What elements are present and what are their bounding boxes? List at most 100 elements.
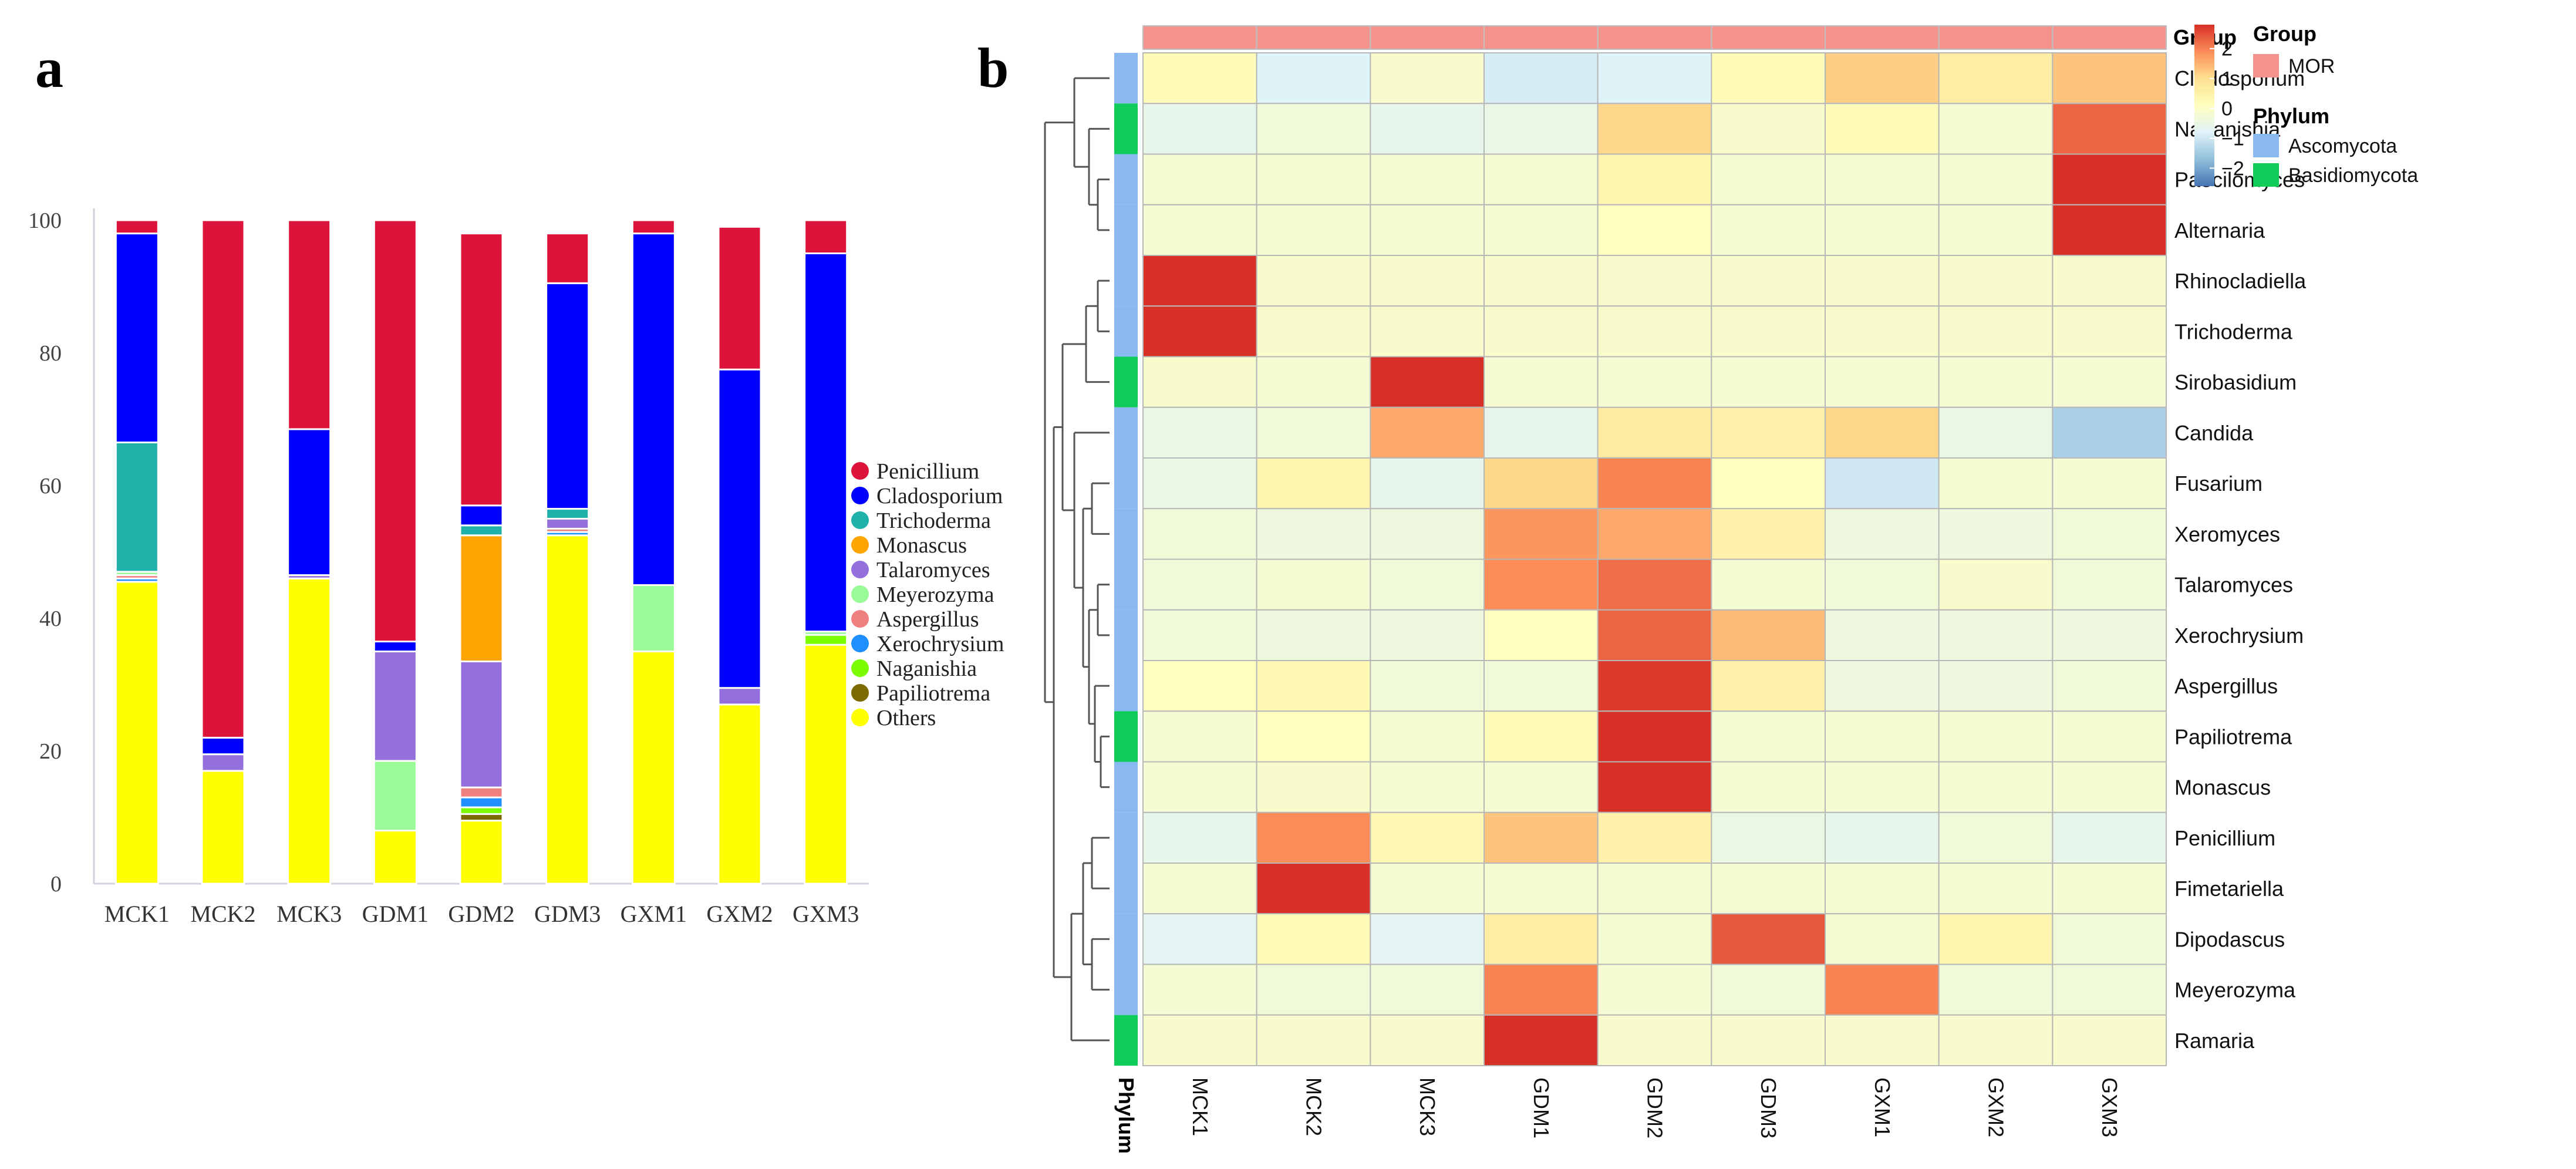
stacked-bar-chart: 0 20 40 60 80 100 MCK1 MCK2 MCK3 GDM1 GDM2 GDM3 GXM1… bbox=[28, 208, 1004, 927]
bar-segment-talaromyces bbox=[545, 518, 590, 530]
heatmap-cell bbox=[1938, 305, 2054, 358]
heatmap-cell bbox=[1597, 204, 1712, 256]
x-tick-label: GXM2 bbox=[706, 901, 773, 927]
colorbar-tick-label: −2 bbox=[2221, 157, 2244, 180]
row-label: Monascus bbox=[2174, 776, 2271, 800]
heatmap-cell bbox=[2052, 558, 2167, 611]
heatmap-cell bbox=[1938, 863, 2054, 915]
heatmap-cell bbox=[1483, 863, 1599, 915]
heatmap-cell bbox=[1597, 255, 1712, 307]
heatmap-cell bbox=[1825, 508, 1940, 560]
heatmap-cell bbox=[1825, 457, 1940, 510]
phylum-annotation-cell bbox=[1114, 458, 1138, 509]
heatmap-chart: GroupCladosporiumNaganishiaPaecilomycesA… bbox=[1044, 22, 2418, 1154]
legend-swatch-trichoderma bbox=[851, 511, 869, 529]
heatmap-cell bbox=[1711, 153, 1826, 205]
heatmap-cell bbox=[1938, 558, 2054, 611]
heatmap-cell bbox=[2052, 406, 2167, 459]
bar-segment-aspergillus bbox=[459, 786, 504, 799]
heatmap-cell bbox=[1370, 609, 1485, 661]
heatmap-cell bbox=[1825, 811, 1940, 864]
heatmap-cell bbox=[1142, 52, 1257, 105]
y-tick-label: 20 bbox=[39, 739, 62, 764]
heatmap-cell bbox=[1370, 508, 1485, 560]
bar-segment-trichoderma bbox=[545, 508, 590, 520]
heatmap-cell bbox=[1256, 811, 1371, 864]
heatmap-cell bbox=[1711, 508, 1826, 560]
phylum-annotation-cell bbox=[1114, 103, 1138, 154]
bar-segment-penicillium bbox=[804, 219, 848, 254]
heatmap-cell bbox=[1597, 52, 1712, 105]
heatmap-cell bbox=[1825, 913, 1940, 965]
heatmap-cell bbox=[1142, 558, 1257, 611]
heatmap-cell bbox=[1825, 660, 1940, 712]
row-label: Penicillium bbox=[2174, 826, 2275, 850]
heatmap-cell bbox=[1938, 204, 2054, 256]
phylum-annotation-cell bbox=[1114, 711, 1138, 762]
heatmap-cell bbox=[1711, 52, 1826, 105]
bar-segment-cladosporium bbox=[114, 233, 159, 444]
heatmap-cell bbox=[2052, 761, 2167, 813]
bar-segment-talaromyces bbox=[717, 687, 762, 706]
heatmap-cell bbox=[1938, 356, 2054, 408]
group-legend-title: Group bbox=[2253, 22, 2317, 46]
heatmap-cell bbox=[1825, 761, 1940, 813]
x-tick-label: GDM2 bbox=[448, 901, 514, 927]
legend-label-meyerozyma: Meyerozyma bbox=[876, 582, 994, 607]
heatmap-cell bbox=[1483, 52, 1599, 105]
heatmap-cell bbox=[1256, 761, 1371, 813]
bar-segment-trichoderma bbox=[114, 442, 159, 573]
x-tick-label: MCK1 bbox=[104, 901, 170, 927]
phylum-annotation-cell bbox=[1114, 559, 1138, 610]
heatmap-cell bbox=[1370, 457, 1485, 510]
heatmap-cell bbox=[1938, 710, 2054, 763]
group-legend-swatch bbox=[2253, 54, 2279, 78]
bar-segment-others bbox=[804, 644, 848, 885]
bar-segment-meyerozyma bbox=[373, 760, 417, 832]
phylum-annotation-cell bbox=[1114, 154, 1138, 205]
heatmap-cell bbox=[2052, 660, 2167, 712]
heatmap-cell bbox=[1142, 761, 1257, 813]
heatmap-cell bbox=[1938, 913, 2054, 965]
column-label: GXM2 bbox=[1984, 1077, 2008, 1137]
bar-segment-cladosporium bbox=[631, 233, 676, 587]
heatmap-cell bbox=[1370, 863, 1485, 915]
heatmap-cell bbox=[1597, 457, 1712, 510]
colorbar-tick-label: −1 bbox=[2221, 128, 2244, 150]
bar-segment-others bbox=[201, 770, 245, 885]
bar-segment-others bbox=[287, 577, 332, 885]
bar-segment-naganishia bbox=[804, 634, 848, 646]
heatmap-cell bbox=[1256, 406, 1371, 459]
heatmap-cell bbox=[2052, 811, 2167, 864]
heatmap-cell bbox=[1711, 255, 1826, 307]
phylum-annotation-cell bbox=[1114, 1015, 1138, 1066]
row-label: Xeromyces bbox=[2174, 522, 2280, 546]
heatmap-cell bbox=[1597, 811, 1712, 864]
heatmap-cell bbox=[1256, 1014, 1371, 1066]
heatmap-cell bbox=[1938, 457, 2054, 510]
heatmap-cell bbox=[1483, 457, 1599, 510]
heatmap-cell bbox=[1938, 153, 2054, 205]
heatmap-cell bbox=[1142, 609, 1257, 661]
heatmap-cell bbox=[1597, 153, 1712, 205]
heatmap-cell bbox=[1711, 710, 1826, 763]
heatmap-cell bbox=[1711, 660, 1826, 712]
heatmap-cell bbox=[1142, 710, 1257, 763]
heatmap-cell bbox=[1711, 204, 1826, 256]
row-dendrogram bbox=[1044, 77, 1110, 1042]
phylum-legend-swatch-basidiomycota bbox=[2253, 163, 2279, 187]
group-annotation-cell bbox=[1938, 25, 2054, 50]
heatmap-cell bbox=[1256, 964, 1371, 1016]
heatmap-cell bbox=[1256, 356, 1371, 408]
heatmap-cell bbox=[1256, 103, 1371, 155]
heatmap-cell bbox=[1483, 761, 1599, 813]
bar-segment-papiliotrema bbox=[459, 813, 504, 822]
bar-segment-monascus bbox=[459, 534, 504, 662]
phylum-annotation-cell bbox=[1114, 661, 1138, 712]
phylum-annotation-cell bbox=[1114, 204, 1138, 255]
row-label: Ramaria bbox=[2174, 1029, 2255, 1053]
legend-swatch-cladosporium bbox=[851, 487, 869, 504]
heatmap-cell bbox=[1825, 964, 1940, 1016]
row-label: Xerochrysium bbox=[2174, 624, 2304, 648]
